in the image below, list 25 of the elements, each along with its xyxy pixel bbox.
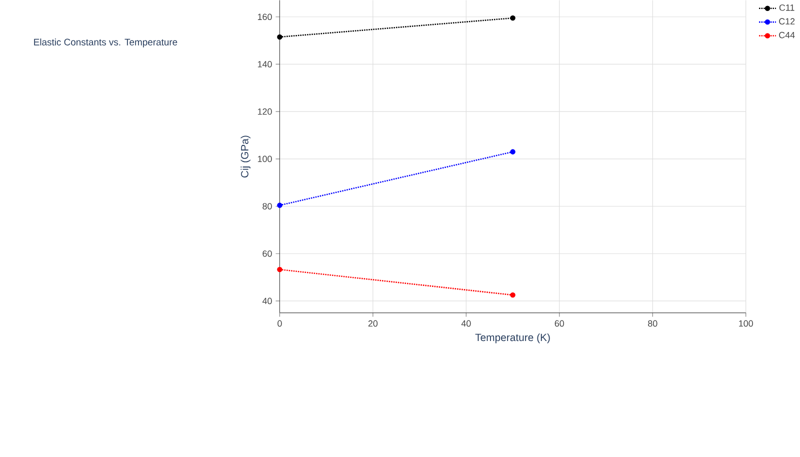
y-tick-label: 140: [258, 61, 272, 68]
x-tick-label: 80: [648, 320, 658, 327]
y-tick-label: 40: [262, 298, 272, 304]
x-tick-label: 60: [554, 320, 564, 327]
y-tick-label: 60: [262, 250, 272, 257]
y-axis-title: Cij (GPa): [240, 136, 250, 178]
legend-label: C12: [779, 18, 795, 25]
point: [510, 292, 516, 298]
legend-label: C44: [779, 32, 795, 38]
point: [277, 202, 282, 208]
y-tick-label: 80: [262, 203, 272, 210]
text: Elastic Constants vs. Temperature: [34, 38, 178, 48]
point: [277, 267, 282, 272]
x-tick-label: 100: [739, 320, 753, 327]
x-axis-title: Temperature (K): [475, 334, 550, 344]
point: [510, 149, 516, 155]
y-tick-label: 120: [258, 108, 272, 115]
x-tick-label: 40: [461, 320, 471, 327]
y-tick-label: 160: [258, 14, 272, 20]
x-tick-label: 0: [278, 320, 282, 327]
legend-label: C11: [779, 4, 794, 11]
point: [277, 34, 282, 40]
x-tick-label: 20: [368, 320, 378, 327]
point: [510, 16, 516, 21]
y-tick-label: 100: [258, 156, 272, 162]
